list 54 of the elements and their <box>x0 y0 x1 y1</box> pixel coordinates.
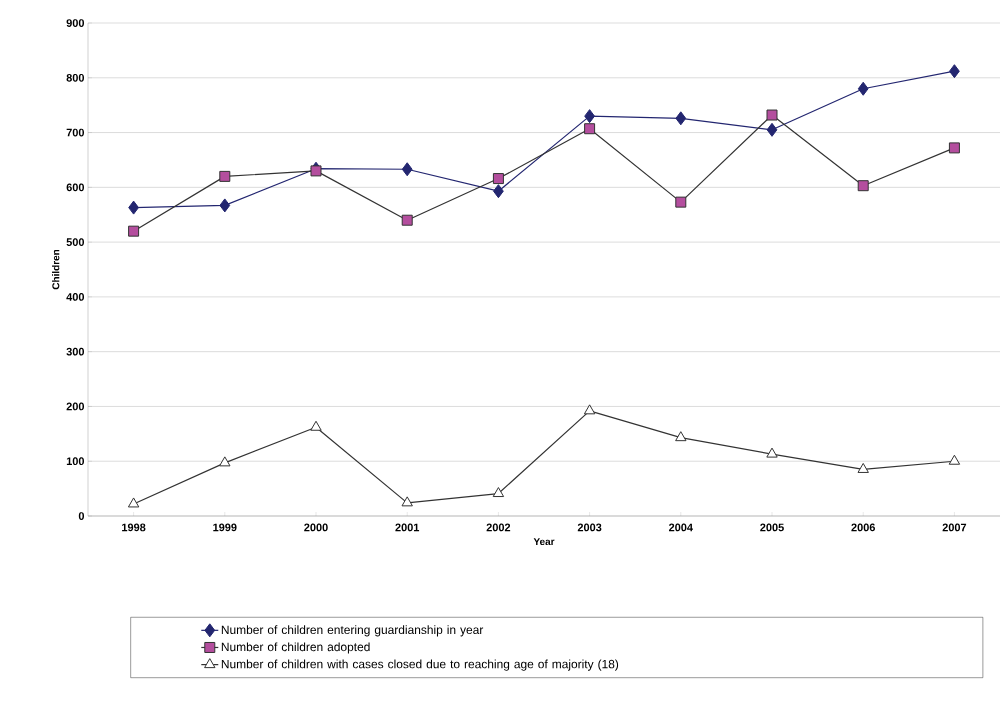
point <box>127 497 140 508</box>
x-tick-label: 2004 <box>668 523 693 532</box>
point <box>766 109 778 121</box>
y-tick-label: 500 <box>66 238 85 246</box>
point <box>857 462 869 473</box>
x-tick-label: 2001 <box>395 523 420 532</box>
x-tick-label: 2000 <box>304 523 328 532</box>
y-tick-label: 300 <box>66 347 85 356</box>
point <box>128 225 140 237</box>
y-tick-label: 400 <box>66 293 85 301</box>
point <box>584 109 595 124</box>
point <box>766 447 778 458</box>
point <box>493 184 504 199</box>
point <box>766 122 778 137</box>
point <box>675 431 687 442</box>
x-tick-label: 1998 <box>122 523 146 532</box>
y-tick-label: 600 <box>66 183 85 192</box>
point <box>128 200 139 215</box>
x-axis-title: Year <box>533 538 555 546</box>
x-tick-label: 2006 <box>851 523 875 532</box>
point <box>949 64 960 79</box>
point <box>219 456 231 467</box>
point <box>675 111 687 126</box>
point <box>310 165 322 177</box>
point <box>401 496 413 507</box>
legend-label: Number of children entering guardianship in year <box>221 625 484 637</box>
point <box>948 454 961 465</box>
legend-label: Number of children adopted <box>221 642 370 654</box>
point <box>219 198 231 213</box>
point <box>401 214 413 226</box>
point <box>857 81 869 96</box>
point <box>310 420 322 431</box>
point <box>492 173 504 185</box>
y-tick-label: 0 <box>78 512 85 520</box>
point <box>219 170 231 182</box>
point <box>492 487 505 498</box>
y-tick-label: 800 <box>66 73 85 82</box>
y-axis-title: Children <box>52 249 60 290</box>
x-tick-label: 2003 <box>577 523 602 532</box>
point <box>584 123 596 135</box>
point <box>583 404 596 415</box>
point <box>948 142 960 154</box>
point <box>675 196 687 208</box>
point <box>857 180 869 192</box>
x-tick-label: 1999 <box>213 523 237 532</box>
y-tick-label: 700 <box>66 128 85 137</box>
legend-label: Number of children with cases closed due to reaching age of majority (18) <box>221 659 619 671</box>
point <box>401 162 413 177</box>
y-tick-label: 200 <box>66 402 85 411</box>
x-tick-label: 2002 <box>486 523 511 532</box>
x-tick-label: 2005 <box>760 523 784 532</box>
y-tick-label: 900 <box>66 19 85 27</box>
x-tick-label: 2007 <box>942 523 967 532</box>
y-tick-label: 100 <box>66 457 85 466</box>
